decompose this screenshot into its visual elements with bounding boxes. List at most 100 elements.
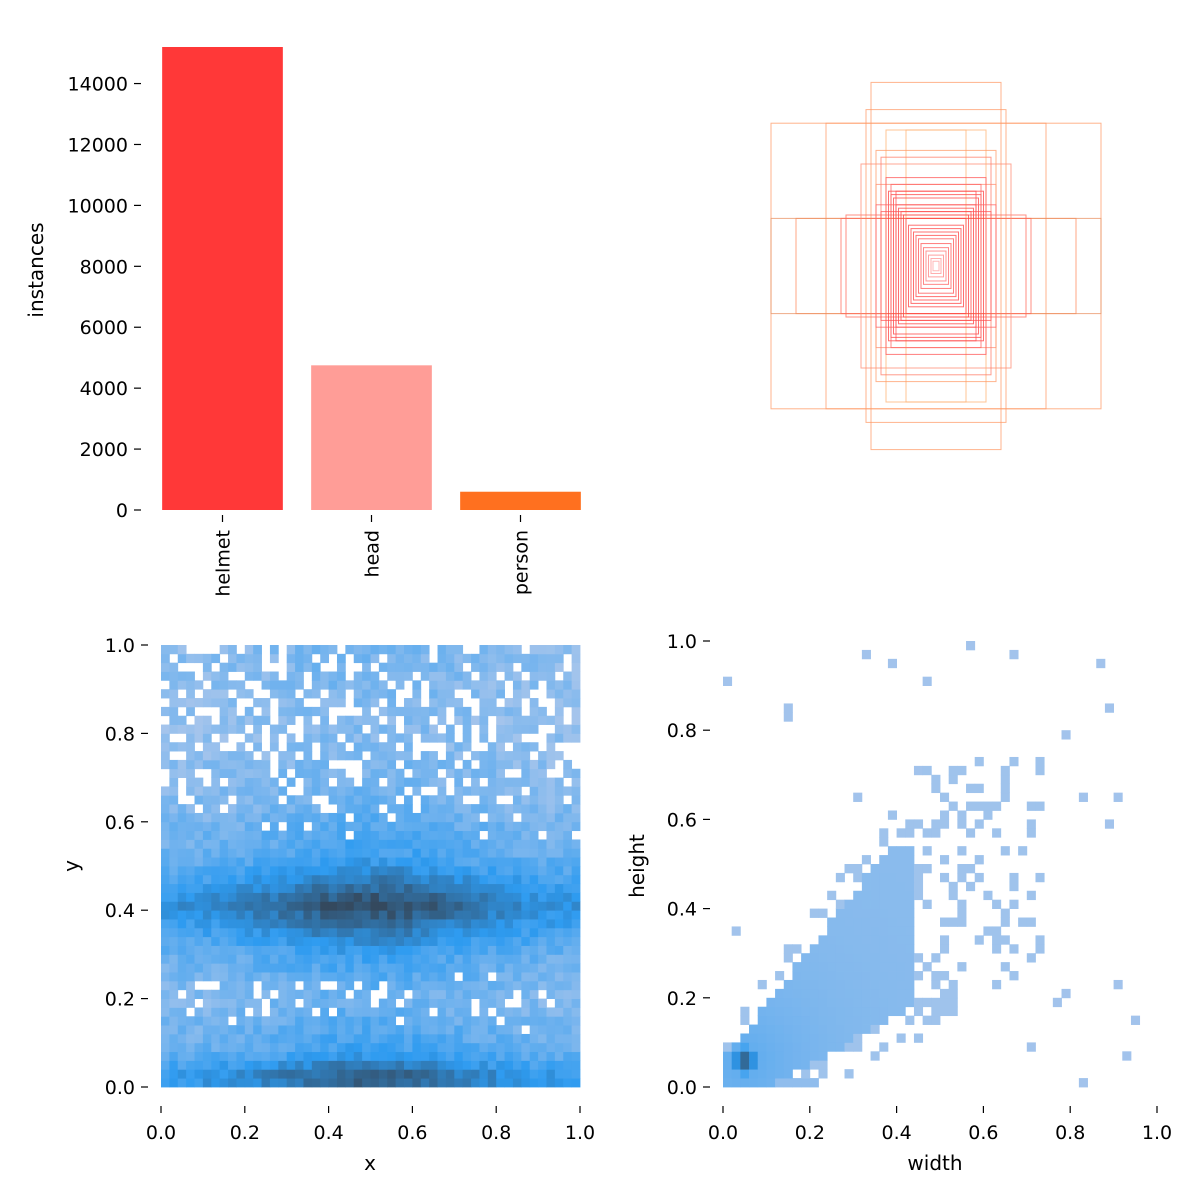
wh-histogram-cell — [887, 908, 897, 918]
wh-histogram-cell — [922, 899, 932, 909]
xy-histogram-cell — [353, 1025, 363, 1035]
wh-histogram-cell — [1035, 935, 1045, 945]
xy-histogram-cell — [437, 945, 447, 955]
xy-histogram-cell — [236, 848, 246, 858]
xy-histogram-cell — [236, 804, 246, 814]
xy-histogram-cell — [253, 715, 262, 725]
xy-histogram-cell — [521, 830, 531, 840]
xy-histogram-cell — [529, 963, 539, 973]
xy-histogram-cell — [202, 698, 212, 708]
wh-histogram-cell — [905, 864, 915, 874]
wh-histogram-cell — [835, 1042, 845, 1052]
xy-histogram-cell — [320, 645, 329, 655]
wh-histogram-cell — [896, 917, 906, 927]
wh-histogram-cell — [835, 997, 845, 1008]
xy-histogram-cell — [387, 1060, 397, 1070]
wh-histogram-cell — [870, 988, 880, 999]
xy-histogram-cell — [387, 759, 397, 770]
xy-histogram-cell — [211, 839, 221, 849]
xy-histogram-cell — [278, 954, 288, 964]
wh-histogram-cell — [844, 935, 854, 945]
xy-histogram-cell — [395, 866, 405, 876]
xy-histogram-cell — [177, 857, 187, 867]
wh-histogram-cell — [905, 855, 915, 865]
xy-histogram-cell — [412, 1033, 422, 1044]
xy-histogram-cell — [437, 874, 447, 885]
xy-histogram-cell — [244, 848, 254, 858]
wh-histogram-cell — [757, 1051, 767, 1061]
xy-histogram-cell — [353, 972, 363, 982]
xy-histogram-cell — [261, 1078, 271, 1088]
xy-histogram-cell — [471, 954, 480, 964]
xy-histogram-cell — [295, 1016, 304, 1026]
xy-histogram-cell — [487, 777, 497, 787]
xy-histogram-cell — [404, 795, 413, 805]
wh-histogram-cell — [879, 890, 889, 901]
xy-histogram-cell — [269, 1069, 279, 1079]
xy-histogram-cell — [563, 892, 573, 902]
xy-histogram-cell — [504, 812, 514, 823]
xy-histogram-cell — [487, 1069, 497, 1079]
xy-histogram-cell — [311, 830, 321, 840]
xy-histogram-cell — [362, 1033, 371, 1044]
xy-histogram-cell — [278, 901, 288, 911]
xy-histogram-cell — [437, 698, 447, 708]
xy-histogram-cell — [295, 901, 304, 911]
xy-histogram-cell — [286, 733, 296, 743]
xy-histogram-cell — [161, 857, 170, 867]
xy-histogram-cell — [462, 1069, 472, 1079]
xy-histogram-cell — [429, 901, 438, 911]
xy-histogram-cell — [437, 804, 447, 814]
xy-histogram-cell — [504, 759, 514, 770]
xy-histogram-cell — [362, 645, 371, 655]
wh-histogram-cell — [940, 855, 950, 865]
xy-histogram-cell — [177, 883, 187, 893]
xy-histogram-cell — [169, 821, 179, 832]
xy-histogram-cell — [546, 989, 556, 999]
xy-histogram-cell — [571, 812, 581, 823]
xy-histogram-cell — [244, 1016, 254, 1026]
wh-histogram-cell — [887, 872, 897, 883]
xy-histogram-cell — [161, 759, 170, 770]
xy-histogram-cell — [362, 777, 371, 787]
xy-histogram-cell — [571, 1025, 581, 1035]
wh-histogram-cell — [783, 1015, 793, 1025]
xy-histogram-cell — [236, 653, 246, 664]
wh-y-tick-label: 1.0 — [667, 631, 697, 653]
wh-histogram-cell — [861, 890, 871, 901]
xy-histogram-cell — [161, 812, 170, 823]
xy-histogram-cell — [445, 883, 455, 893]
wh-histogram-cell — [827, 997, 837, 1008]
xy-histogram-cell — [286, 1033, 296, 1044]
wh-histogram-cell — [792, 971, 802, 981]
xy-histogram-cell — [161, 866, 170, 876]
xy-histogram-cell — [311, 1016, 321, 1026]
xy-histogram-cell — [236, 998, 246, 1008]
xy-histogram-cell — [445, 821, 455, 832]
xy-histogram-cell — [538, 919, 547, 929]
xy-histogram-cell — [186, 680, 195, 690]
xy-histogram-cell — [471, 653, 480, 664]
xy-histogram-cell — [479, 954, 489, 964]
xy-histogram-cell — [353, 927, 363, 938]
xy-histogram-cell — [211, 680, 221, 690]
wh-histogram-cell — [766, 1006, 776, 1017]
xy-histogram-cell — [504, 706, 514, 717]
xy-histogram-cell — [378, 742, 388, 752]
xy-histogram-cell — [169, 768, 179, 778]
xy-histogram-cell — [571, 1060, 581, 1070]
xy-histogram-cell — [454, 680, 464, 690]
xy-histogram-cell — [269, 998, 279, 1008]
xy-histogram-cell — [454, 1033, 464, 1044]
xy-histogram-cell — [286, 1078, 296, 1088]
xy-histogram-cell — [529, 927, 539, 938]
xy-histogram-cell — [278, 963, 288, 973]
xy-histogram-cell — [445, 989, 455, 999]
xy-histogram-cell — [412, 927, 422, 938]
xy-histogram-cell — [311, 936, 321, 946]
xy-histogram-cell — [454, 1016, 464, 1026]
xy-histogram-cell — [429, 768, 438, 778]
xy-histogram-cell — [177, 1069, 187, 1079]
xy-histogram-cell — [429, 821, 438, 832]
wh-histogram-cell — [818, 1042, 828, 1052]
